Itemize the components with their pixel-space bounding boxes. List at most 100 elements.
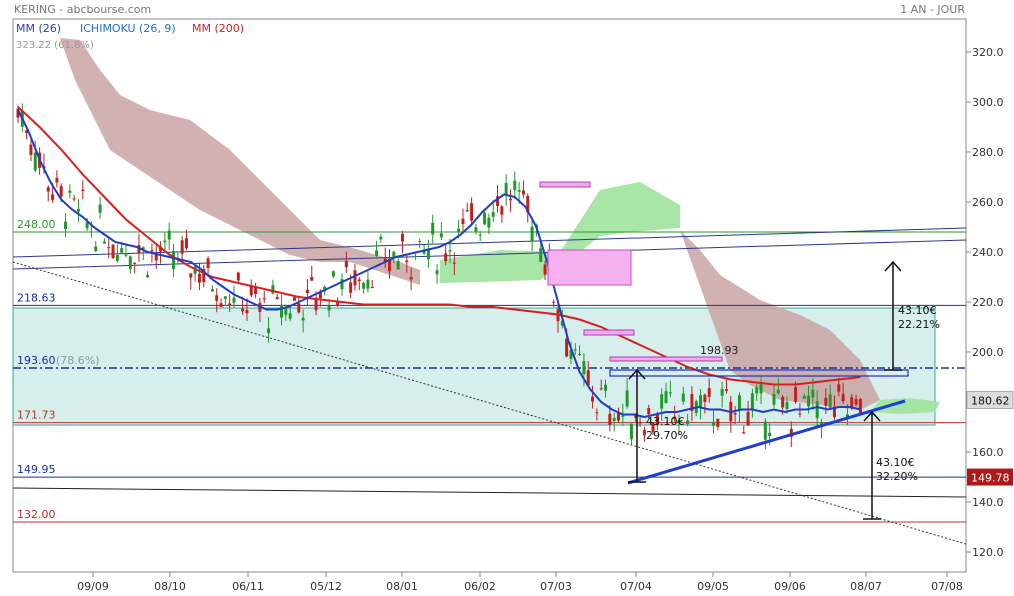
candle-body <box>452 262 456 264</box>
candle-body <box>94 246 98 252</box>
candle-body <box>746 411 750 426</box>
candle-body <box>418 241 422 243</box>
candle-body <box>305 289 309 293</box>
candle-body <box>128 256 132 269</box>
candle-body <box>811 389 815 398</box>
ma200-line <box>17 106 861 386</box>
candle-body <box>560 320 564 326</box>
candle-body <box>193 266 197 274</box>
candle-body <box>569 349 573 359</box>
candle-body <box>483 212 487 225</box>
candle-body <box>461 218 465 224</box>
candle-body <box>163 240 167 243</box>
candle-body <box>768 432 772 437</box>
candle-body <box>331 271 335 277</box>
candle-body <box>202 269 206 283</box>
candle-body <box>465 210 469 212</box>
cloud-red <box>60 38 420 285</box>
candle-body <box>137 245 141 254</box>
candle-body <box>197 273 201 283</box>
level-label: 193.60 <box>17 354 56 367</box>
support-line <box>12 487 967 498</box>
candle-body <box>150 250 154 252</box>
pink-box <box>583 329 635 336</box>
candle-body <box>267 328 271 334</box>
candle-body <box>405 260 409 263</box>
annotation-percent: 29.70% <box>646 429 688 442</box>
candle-body <box>353 270 357 286</box>
candle-body <box>716 418 720 427</box>
candle-body <box>448 250 452 252</box>
candle-body <box>513 180 517 191</box>
candle-body <box>578 354 582 356</box>
candle-body <box>781 396 785 408</box>
last-price-badge <box>966 390 1014 409</box>
candle-body <box>310 277 314 281</box>
level-label: 323.22 (61.8%) <box>16 40 94 51</box>
y-tick-label: 280.0 <box>972 146 1004 159</box>
candle-body <box>422 250 426 254</box>
candle-body <box>474 227 478 232</box>
candle-body <box>396 260 400 270</box>
candle-body <box>789 428 793 437</box>
candle-body <box>487 217 491 228</box>
candle-body <box>241 308 245 312</box>
candle-body <box>426 248 430 260</box>
candle-body <box>16 108 20 118</box>
candle-body <box>582 361 586 375</box>
axes: 120.0140.0160.0180.0200.0220.0240.0260.0… <box>77 46 1014 593</box>
candle-body <box>344 260 348 268</box>
candle-body <box>785 402 789 410</box>
x-tick-label: 08/01 <box>386 580 418 593</box>
ichimoku-cloud <box>60 38 940 414</box>
x-tick-label: 08/10 <box>154 580 186 593</box>
candle-body <box>64 221 68 229</box>
candle-body <box>690 393 694 411</box>
candle-body <box>249 286 253 296</box>
candle-body <box>616 413 620 421</box>
last-price-label: 180.62 <box>971 394 1010 407</box>
candle-body <box>120 248 124 253</box>
candle-body <box>647 408 651 415</box>
marked-price-badge <box>967 468 1013 486</box>
arrow-up-left-head <box>628 368 646 380</box>
legend-ichimoku: ICHIMOKU (26, 9) <box>80 22 176 35</box>
level-label: 171.73 <box>17 409 56 422</box>
candle-body <box>642 429 646 436</box>
candle-body <box>755 387 759 394</box>
candle-body <box>595 412 599 414</box>
marked-price-label: 149.78 <box>971 472 1010 485</box>
annotation-percent: 32.20% <box>876 470 918 483</box>
cloud-green-2 <box>870 398 940 414</box>
candle-body <box>366 279 370 289</box>
candle-body <box>284 306 288 315</box>
candle-body <box>439 233 443 238</box>
y-tick-label: 260.0 <box>972 196 1004 209</box>
level-note: (78.6%) <box>56 354 100 367</box>
cloud-red-2 <box>680 230 880 410</box>
candle-body <box>124 254 128 256</box>
candle-body <box>543 264 547 275</box>
candle-body <box>223 296 227 299</box>
candle-body <box>115 255 119 261</box>
candle-body <box>660 394 664 409</box>
candle-body <box>504 183 508 195</box>
candle-body <box>586 370 590 386</box>
candle-body <box>526 196 530 213</box>
candle-body <box>828 394 832 408</box>
candle-body <box>517 189 521 192</box>
candle-body <box>552 301 556 303</box>
y-tick-label: 160.0 <box>972 446 1004 459</box>
candle-body <box>59 186 63 197</box>
candle-body <box>232 297 236 303</box>
candle-body <box>629 423 633 440</box>
candle-body <box>824 397 828 406</box>
legend-ma26: MM (26) <box>16 22 61 35</box>
candle-body <box>370 286 374 288</box>
candle-body <box>832 406 836 418</box>
candle-body <box>742 432 746 434</box>
candle-body <box>167 230 171 240</box>
candle-body <box>470 203 474 221</box>
y-tick-label: 300.0 <box>972 96 1004 109</box>
candle-body <box>850 397 854 408</box>
